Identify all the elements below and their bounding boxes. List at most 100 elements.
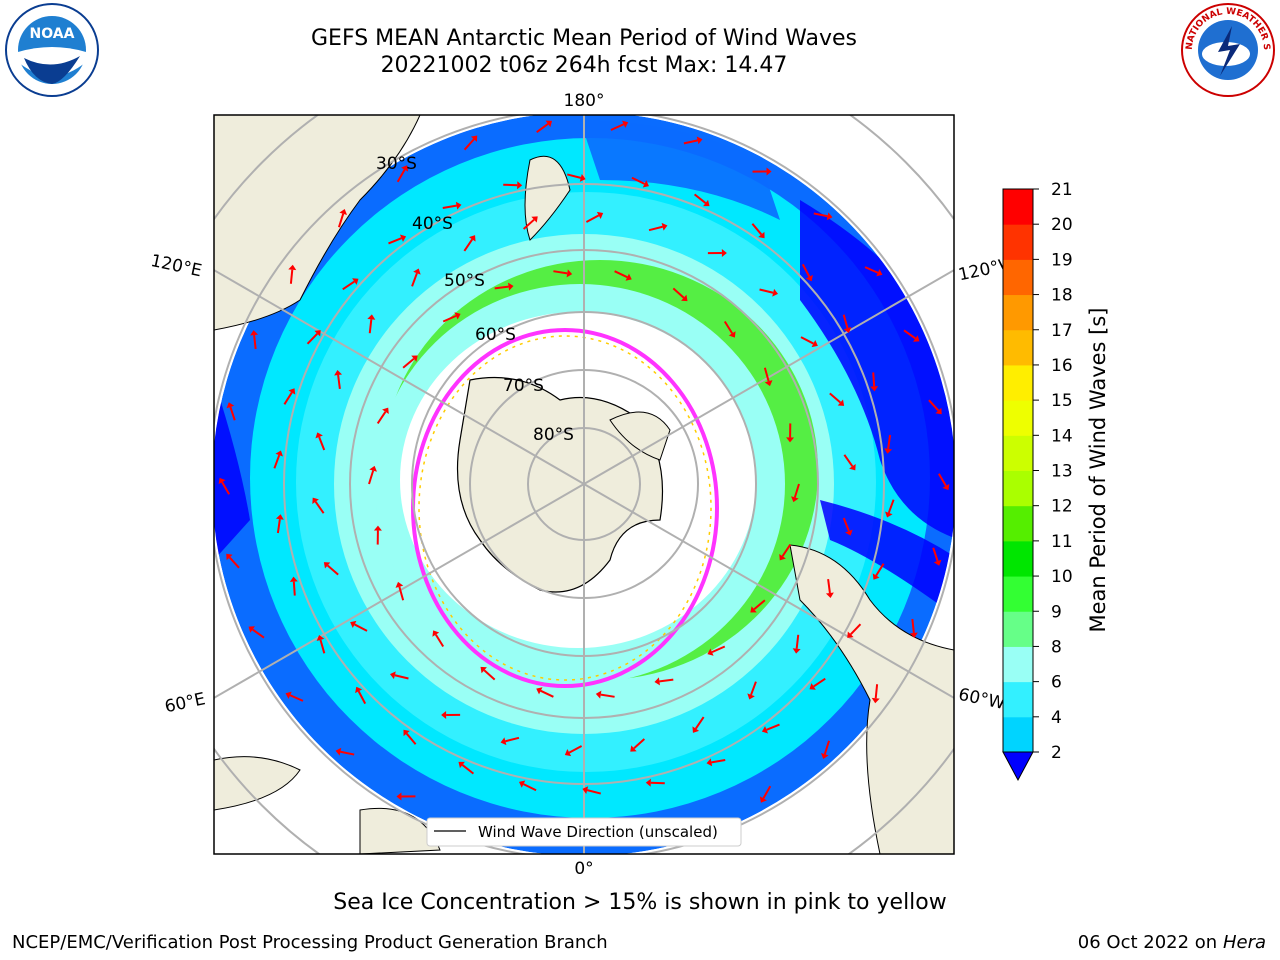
wave-direction-arrow [791,483,800,503]
wave-direction-arrow [442,312,461,323]
wave-direction-arrow [801,263,813,282]
colorbar-tick-label: 15 [1051,391,1073,411]
colorbar-tick-label: 13 [1051,462,1073,482]
wave-direction-arrow [337,209,348,228]
lon-label-0: 0° [574,859,593,879]
colorbar-tick-label: 9 [1051,602,1062,622]
wave-direction-arrow [614,270,632,281]
wave-direction-arrow [809,677,826,690]
wave-direction-arrow [463,135,478,151]
wave-direction-arrow [368,465,377,485]
svg-text:NOAA: NOAA [30,26,75,42]
wave-direction-arrow [707,249,727,258]
wave-direction-arrow [500,736,520,746]
wave-direction-arrow [825,579,834,598]
wave-direction-arrow [355,686,367,705]
wave-direction-arrow [458,761,475,775]
wave-direction-arrow [342,278,359,291]
colorbar-tick-label: 10 [1051,567,1073,587]
wave-direction-arrow [312,497,325,514]
map-border [213,114,955,855]
wave-direction-arrow [226,553,240,569]
wave-direction-arrow [750,599,766,613]
wave-direction-arrow [786,423,795,443]
wave-direction-arrow [522,216,538,230]
colorbar-tick-label: 11 [1051,532,1073,552]
wave-direction-arrow [288,264,297,284]
wave-direction-arrow [928,399,942,415]
lat-label-50s: 50°S [444,271,485,291]
wave-direction-arrow [306,330,321,345]
wave-direction-arrow [759,288,779,297]
wave-direction-arrow [335,747,355,756]
wave-direction-arrow [494,282,514,291]
colorbar-tick-label: 17 [1051,321,1073,341]
wave-direction-arrow [402,355,418,369]
wave-direction-arrow [316,635,326,654]
wave-direction-arrow [388,234,407,245]
wave-direction-arrow [411,268,421,287]
wave-direction-arrow [631,176,650,188]
lat-label-70s: 70°S [503,376,544,396]
wave-direction-arrow [683,136,703,145]
wave-direction-arrow [273,450,283,469]
wave-direction-arrow [536,687,554,698]
wave-direction-arrow [707,645,726,656]
wave-direction-arrow [553,269,573,278]
colorbar-segment [1003,681,1033,718]
colorbar-segment [1003,224,1033,260]
colorbar-segment [1003,611,1033,647]
wave-direction-arrow [723,320,736,338]
colorbar-tick-label: 4 [1051,708,1062,728]
wave-direction-arrow [367,314,376,334]
colorbar-segment [1003,259,1033,296]
colorbar-segment [1003,540,1033,577]
colorbar-segment [1003,576,1033,612]
colorbar-tick-label: 2 [1051,743,1062,763]
footer-host: Hera [1222,932,1266,953]
wave-direction-arrow [323,562,339,576]
wave-direction-arrow [275,514,284,534]
colorbar-tick-label: 21 [1051,180,1073,200]
lat-label-40s: 40°S [412,214,453,234]
colorbar-tick-label: 19 [1051,250,1073,270]
lat-label-60s: 60°S [475,325,516,345]
wave-direction-arrow [218,477,231,495]
colorbar-segment [1003,294,1033,331]
wave-direction-arrow [463,235,476,252]
wave-direction-arrow [672,287,688,302]
wave-direction-arrow [761,723,780,734]
wave-direction-arrow [751,223,765,239]
wave-direction-arrow [480,666,496,681]
nws-logo: NATIONAL WEATHER SERVICE [1180,2,1275,97]
lon-label-60w: 60°W [957,685,1007,714]
wave-direction-arrow [566,173,586,182]
wind-wave-arrows [218,120,950,803]
wave-direction-arrow [503,181,523,190]
map-title: GEFS MEAN Antarctic Mean Period of Wind … [311,26,857,51]
wave-direction-arrow [536,120,553,133]
colorbar-segment [1003,435,1033,471]
wave-direction-arrow [283,388,296,405]
wave-direction-arrow [334,370,343,389]
land [214,115,954,854]
lon-label-120e: 120°E [149,251,204,281]
wave-direction-arrow [870,372,879,392]
colorbar-tick-label: 14 [1051,426,1073,446]
wave-direction-arrow [864,266,883,277]
wave-direction-arrow [937,473,950,491]
wave-direction-arrow [693,193,710,207]
wave-direction-arrow [315,432,326,451]
graticule [214,115,954,854]
colorbar-segment [1003,505,1033,542]
wave-direction-arrow [395,581,405,601]
wave-direction-arrow [432,630,445,648]
footer-branch: NCEP/EMC/Verification Post Processing Pr… [12,932,608,953]
colorbar-segment [1003,189,1033,225]
wave-direction-arrow [389,671,409,680]
colorbar-segment [1003,329,1033,366]
wave-direction-arrow [800,336,818,348]
colorbar-tick-label: 18 [1051,286,1073,306]
wave-direction-arrow [396,165,409,183]
lat-label-80s: 80°S [533,425,574,445]
